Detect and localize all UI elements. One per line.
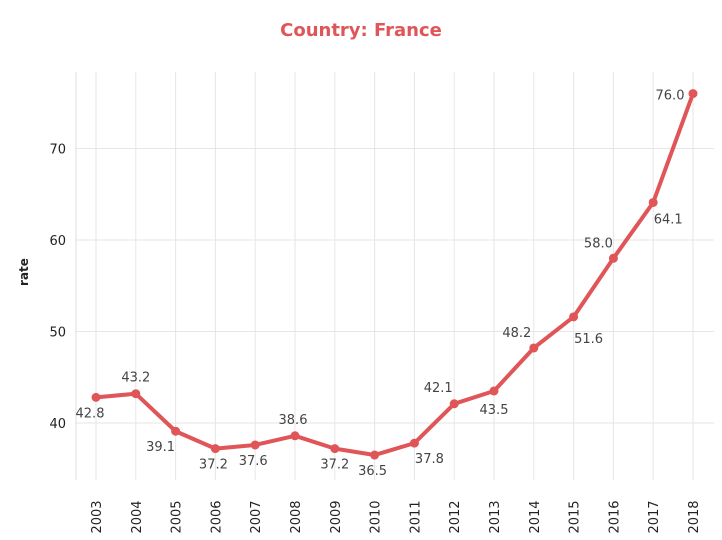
data-point bbox=[608, 253, 618, 263]
data-label: 37.2 bbox=[320, 458, 349, 473]
data-point bbox=[489, 386, 499, 396]
axis-layer: 40 50 60 70 2003 2004 2005 2006 2007 2008 2009 2010… bbox=[49, 72, 702, 534]
x-tick-label: 2005 bbox=[170, 500, 185, 533]
data-label: 76.0 bbox=[656, 89, 685, 104]
series-line bbox=[94, 91, 695, 458]
data-label: 42.1 bbox=[424, 381, 453, 396]
data-point bbox=[688, 89, 698, 99]
y-axis-label: rate bbox=[17, 258, 31, 286]
x-tick-label: 2018 bbox=[687, 500, 702, 533]
x-tick-label: 2016 bbox=[607, 500, 622, 533]
data-point bbox=[569, 312, 579, 322]
data-labels-layer: 42.8 43.2 39.1 37.2 37.6 38.6 37.2 36.5 37.8 42.1… bbox=[76, 89, 685, 479]
data-label: 43.2 bbox=[121, 371, 150, 386]
x-tick-label: 2012 bbox=[448, 500, 463, 533]
x-tick-label: 2007 bbox=[249, 500, 264, 533]
x-tick-label: 2013 bbox=[488, 500, 503, 533]
grid-layer bbox=[76, 72, 714, 480]
data-label: 64.1 bbox=[654, 212, 683, 227]
x-tick-label: 2015 bbox=[568, 500, 583, 533]
data-point bbox=[330, 444, 340, 454]
y-tick-label: 60 bbox=[49, 234, 66, 249]
data-label: 37.8 bbox=[415, 452, 444, 467]
data-label: 48.2 bbox=[502, 326, 531, 341]
data-label: 36.5 bbox=[358, 464, 387, 479]
data-label: 39.1 bbox=[146, 440, 175, 455]
x-tick-label: 2009 bbox=[329, 500, 344, 533]
data-point bbox=[290, 431, 300, 441]
series-line-layer bbox=[94, 91, 695, 458]
data-point bbox=[449, 399, 459, 409]
data-point bbox=[250, 440, 260, 450]
data-label: 37.2 bbox=[199, 458, 228, 473]
data-label: 43.5 bbox=[480, 403, 509, 418]
x-tick-label: 2004 bbox=[130, 500, 145, 533]
x-tick-label: 2011 bbox=[408, 500, 423, 533]
x-tick-label: 2006 bbox=[209, 500, 224, 533]
data-label: 51.6 bbox=[574, 332, 603, 347]
data-point bbox=[409, 438, 419, 448]
x-tick-label: 2008 bbox=[289, 500, 304, 533]
chart-title: Country: France bbox=[280, 20, 442, 41]
y-tick-label: 40 bbox=[49, 417, 66, 432]
x-tick-label: 2010 bbox=[369, 500, 384, 533]
data-label: 42.8 bbox=[76, 406, 105, 421]
data-point bbox=[131, 389, 141, 399]
data-point bbox=[370, 450, 380, 460]
x-tick-label: 2017 bbox=[647, 500, 662, 533]
y-tick-label: 70 bbox=[49, 143, 66, 158]
x-tick-label: 2014 bbox=[528, 500, 543, 533]
data-label: 58.0 bbox=[584, 236, 613, 251]
data-point bbox=[529, 343, 539, 353]
data-point bbox=[91, 392, 101, 402]
data-label: 38.6 bbox=[279, 413, 308, 428]
data-point bbox=[210, 444, 220, 454]
data-point bbox=[648, 197, 658, 207]
y-tick-label: 50 bbox=[49, 326, 66, 341]
x-tick-label: 2003 bbox=[90, 500, 105, 533]
data-point bbox=[171, 426, 181, 436]
data-points-layer bbox=[91, 89, 698, 460]
data-label: 37.6 bbox=[239, 454, 268, 469]
